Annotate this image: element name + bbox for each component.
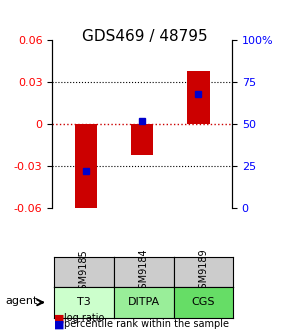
- Text: GDS469 / 48795: GDS469 / 48795: [82, 29, 208, 44]
- Text: percentile rank within the sample: percentile rank within the sample: [64, 319, 229, 329]
- Bar: [131, 124, 153, 155]
- Text: ■: ■: [54, 313, 64, 323]
- Text: T3: T3: [77, 297, 90, 307]
- Text: log ratio: log ratio: [64, 313, 104, 323]
- Bar: [75, 124, 97, 215]
- Text: CGS: CGS: [192, 297, 215, 307]
- Text: DITPA: DITPA: [128, 297, 160, 307]
- Text: ■: ■: [54, 319, 64, 329]
- Text: GSM9185: GSM9185: [79, 249, 89, 296]
- Bar: [187, 71, 210, 124]
- Text: agent: agent: [6, 296, 38, 306]
- Text: GSM9184: GSM9184: [139, 249, 148, 295]
- Text: GSM9189: GSM9189: [198, 249, 209, 295]
